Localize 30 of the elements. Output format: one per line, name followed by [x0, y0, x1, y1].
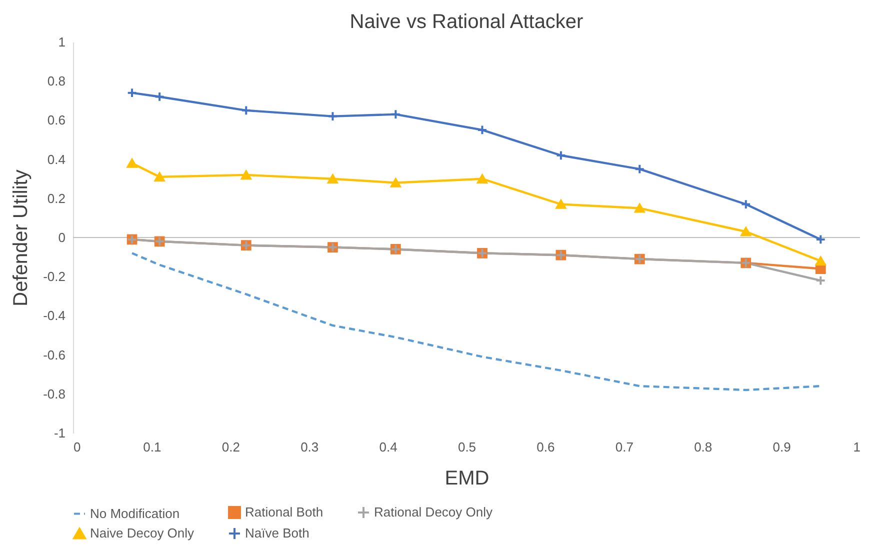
y-tick-label: 0.8 [47, 74, 66, 89]
legend-label: Rational Decoy Only [374, 504, 493, 520]
y-tick-label: -0.6 [43, 347, 66, 362]
x-tick-label: 1 [853, 440, 860, 454]
x-axis-title: EMD [444, 468, 490, 490]
x-tick-label: 0.2 [222, 440, 240, 454]
y-tick-label: -0.8 [43, 386, 66, 402]
x-tick-label: 0.6 [536, 440, 555, 454]
x-tick-label: 0.5 [458, 440, 476, 454]
x-tick-label: 0.4 [379, 440, 398, 454]
x-tick-label: 0.7 [615, 440, 634, 454]
x-tick-label: 0.9 [772, 440, 791, 454]
chart-title: Naive vs Rational Attacker [350, 11, 584, 33]
legend-label: Naïve Both [245, 526, 310, 540]
y-axis-title: Defender Utility [10, 170, 32, 306]
legend-label: Naive Decoy Only [90, 526, 195, 540]
x-tick-label: 0.1 [143, 440, 162, 454]
y-tick-label: -0.2 [43, 269, 66, 284]
y-tick-label: 0.2 [47, 190, 66, 206]
y-tick-label: 0.6 [47, 112, 66, 128]
y-tick-label: -1 [54, 426, 66, 440]
x-tick-label: 0.8 [694, 440, 712, 454]
y-tick-label: 0.4 [47, 152, 66, 167]
legend-label: Rational Both [245, 504, 324, 520]
y-tick-label: 0 [58, 230, 66, 245]
x-tick-label: 0 [74, 440, 81, 454]
y-tick-label: -0.4 [43, 308, 66, 324]
y-tick-label: 1 [58, 34, 66, 50]
legend-label: No Modification [90, 506, 180, 521]
x-tick-label: 0.3 [300, 440, 319, 454]
